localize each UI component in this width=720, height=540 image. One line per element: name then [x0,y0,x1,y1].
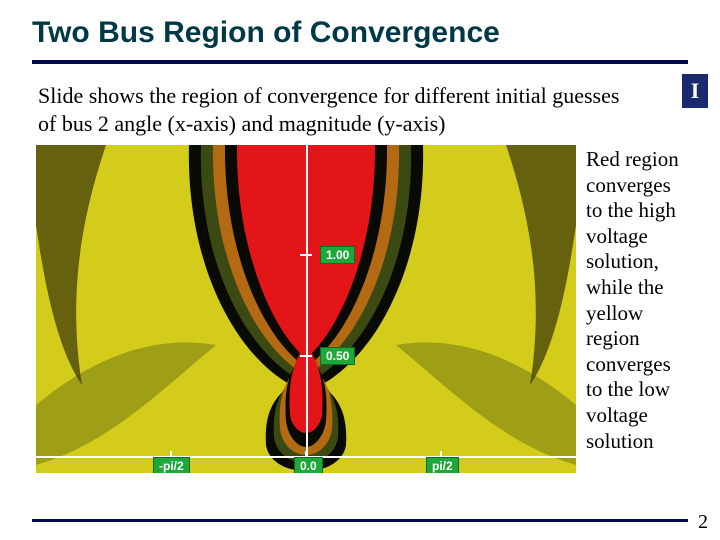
side-explanation: Red region converges to the high voltage… [576,145,680,454]
ytick-0-mark [300,355,312,357]
intro-text: Slide shows the region of convergence fo… [0,64,720,145]
institution-logo: I [682,74,708,108]
ytick-label-1: 1.00 [320,246,355,264]
footer-rule [32,519,688,522]
xtick-label-0: 0.0 [294,457,323,473]
slide-title: Two Bus Region of Convergence [0,0,720,60]
noise-left-top [36,145,106,385]
xtick-label-pos: pi/2 [426,457,459,473]
ytick-label-0: 0.50 [320,347,355,365]
axis-vertical [306,145,308,457]
logo-letter: I [691,80,700,102]
xtick-label-neg: -pi/2 [153,457,190,473]
page-number: 2 [698,511,708,534]
convergence-chart: 1.00 0.50 -pi/2 0.0 pi/2 [36,145,576,473]
noise-right-top [506,145,576,385]
content-row: 1.00 0.50 -pi/2 0.0 pi/2 Red region conv… [0,145,720,473]
sweep-right [396,343,576,466]
ytick-1-mark [300,254,312,256]
sweep-left [36,343,216,466]
